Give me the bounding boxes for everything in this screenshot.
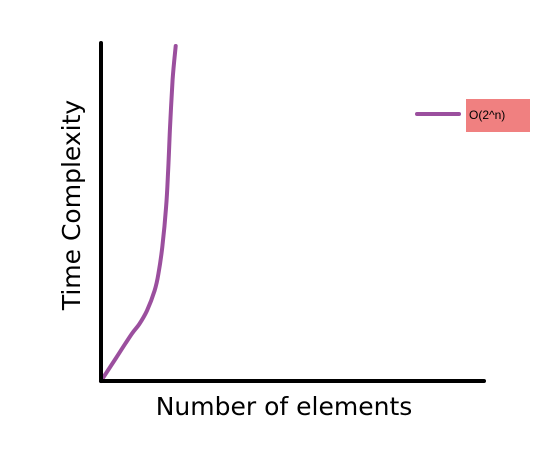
plot-area <box>99 44 178 383</box>
y-axis-title: Time Complexity <box>57 100 86 312</box>
legend: O(2^n) <box>415 99 530 132</box>
legend-label-box <box>466 99 530 132</box>
x-axis-title: Number of elements <box>156 392 413 421</box>
legend-label: O(2^n) <box>469 108 505 122</box>
series-line-0 <box>99 44 178 383</box>
